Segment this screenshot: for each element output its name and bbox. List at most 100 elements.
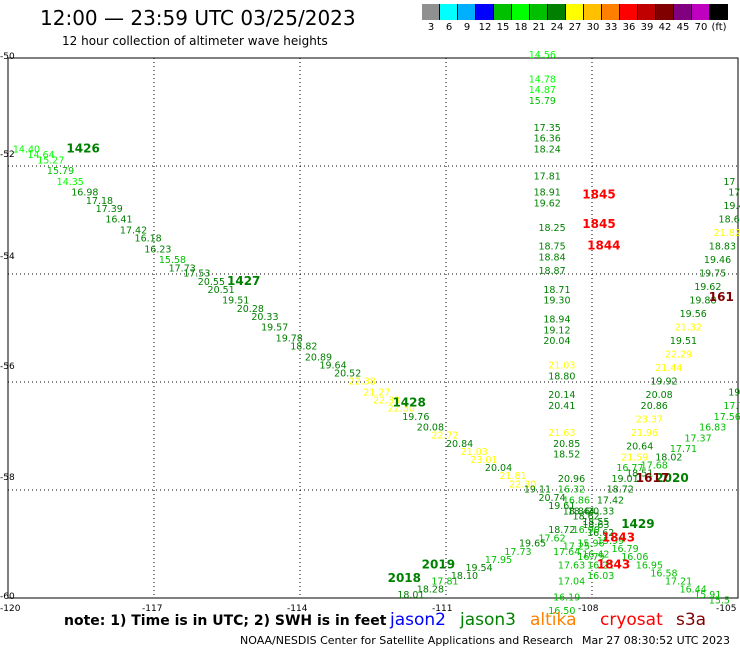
wave-height-value: 21.59 [621, 452, 648, 463]
wave-height-value: 14.56 [529, 50, 556, 61]
wave-height-value: 22.29 [665, 350, 692, 361]
map-frame [7, 57, 739, 599]
wave-height-value: 17.68 [641, 460, 668, 471]
wave-height-value: 19.62 [534, 199, 561, 210]
wave-height-value: 20.86 [641, 401, 668, 412]
pass-time-label: 1843 [602, 530, 635, 544]
pass-time-label: 2019 [422, 557, 455, 571]
color-scale-label: 39 [640, 22, 654, 33]
wave-height-value: 19.11 [524, 485, 551, 496]
x-tick-label: -114 [287, 604, 308, 614]
wave-height-value: 23.01 [470, 455, 497, 466]
generated-timestamp: Mar 27 08:30:52 UTC 2023 [582, 634, 730, 647]
wave-height-value: 16.50 [548, 606, 575, 617]
color-swatch [494, 4, 512, 20]
wave-height-value: 21.27 [363, 388, 390, 399]
wave-height-value: 21.32 [675, 323, 702, 334]
wave-height-value: 21.03 [548, 361, 575, 372]
wave-height-value: 20.08 [417, 423, 444, 434]
x-tick-label: -120 [0, 604, 21, 614]
wave-height-value: 19.4 [723, 201, 740, 212]
wave-height-value: 18.01 [397, 590, 424, 601]
color-swatch [620, 4, 638, 20]
wave-height-value: 18.55 [582, 517, 609, 528]
chart-subtitle: 12 hour collection of altimeter wave hei… [62, 34, 328, 48]
wave-height-value: 20.41 [548, 401, 575, 412]
wave-height-value: 18.24 [534, 145, 561, 156]
color-swatch [548, 4, 566, 20]
color-swatch [440, 4, 458, 20]
color-scale-label: 6 [445, 22, 453, 33]
wave-height-value: 18.28 [417, 585, 444, 596]
wave-height-value: 17.73 [504, 547, 531, 558]
wave-height-value: 18.94 [543, 315, 570, 326]
wave-height-value: 17.39 [96, 204, 123, 215]
wave-height-value: 17.18 [86, 196, 113, 207]
wave-height-value: 14.78 [529, 74, 556, 85]
wave-height-value: 18.10 [451, 571, 478, 582]
wave-height-value: 18.02 [655, 452, 682, 463]
chart-title: 12:00 — 23:59 UTC 03/25/2023 [40, 6, 356, 30]
y-tick-label: -54 [0, 252, 15, 262]
wave-height-value: 15.79 [529, 96, 556, 107]
wave-height-value: 17.21 [665, 577, 692, 588]
wave-height-value: 19.64 [319, 361, 346, 372]
wave-height-value: 17.04 [558, 577, 585, 588]
wave-height-value: 15.79 [47, 166, 74, 177]
color-scale-label: 24 [550, 22, 564, 33]
legend-jason3: jason3 [460, 610, 516, 630]
wave-height-value: 17.81 [431, 577, 458, 588]
wave-height-value: 16.83 [699, 423, 726, 434]
wave-height-value: 17.73 [169, 263, 196, 274]
data-points: 14.4014.6415.2715.7914.3516.9817.1817.39… [13, 50, 740, 617]
wave-height-value: 17.42 [120, 226, 147, 237]
wave-height-value: 16.42 [582, 550, 609, 561]
wave-height-value: 14.87 [529, 85, 556, 96]
color-scale-label: 45 [676, 22, 690, 33]
wave-height-value: 19.78 [276, 334, 303, 345]
wave-height-value: 17.81 [534, 172, 561, 183]
wave-height-value: 19.57 [261, 323, 288, 334]
x-tick-label: -117 [142, 604, 163, 614]
wave-height-value: 22.33 [373, 396, 400, 407]
wave-height-value: 15.99 [597, 536, 624, 547]
wave-height-value: 16.32 [558, 485, 585, 496]
wave-height-value: 16.58 [650, 568, 677, 579]
wave-height-value: 16.03 [587, 571, 614, 582]
wave-height-value: 18.86 [563, 506, 590, 517]
color-scale-label: 15 [496, 22, 510, 33]
color-scale-labels: 3 6 9 12 15 18 21 24 27 30 33 36 39 42 45 70 (ft) [422, 22, 728, 34]
wave-height-value: 20.14 [548, 390, 575, 401]
wave-height-value: 16.21 [587, 560, 614, 571]
color-swatch [710, 4, 728, 20]
wave-height-value: 19.88 [689, 296, 716, 307]
wave-height-value: 16.36 [534, 134, 561, 145]
wave-height-value: 20.64 [626, 442, 653, 453]
wave-height-value: 16.06 [621, 552, 648, 563]
legend-altika: altika [530, 610, 577, 630]
pass-time-label: 2020 [655, 471, 688, 485]
wave-height-value: 16.77 [616, 463, 643, 474]
legend-jason2: jason2 [390, 610, 446, 630]
wave-height-value: 17.53 [183, 269, 210, 280]
color-swatch [584, 4, 602, 20]
wave-height-value: 20.28 [237, 304, 264, 315]
wave-height-value: 19.56 [680, 309, 707, 320]
y-tick-label: -58 [0, 473, 15, 483]
wave-height-value: 17.71 [670, 444, 697, 455]
color-swatch [512, 4, 530, 20]
wave-height-value: 14.40 [13, 145, 40, 156]
wave-height-value: 18.6 [719, 215, 740, 226]
pass-time-label: 1429 [621, 517, 654, 531]
wave-height-value: 18.72 [548, 525, 575, 536]
wave-height-value: 18.44 [568, 506, 595, 517]
wave-height-value: 21.03 [461, 447, 488, 458]
color-swatch [530, 4, 548, 20]
wave-height-value: 17 [723, 177, 735, 188]
color-scale-label: 21 [532, 22, 546, 33]
wave-height-value: 16.86 [563, 496, 590, 507]
wave-height-value: 21.96 [631, 428, 658, 439]
wave-height-value: 16.23 [144, 244, 171, 255]
